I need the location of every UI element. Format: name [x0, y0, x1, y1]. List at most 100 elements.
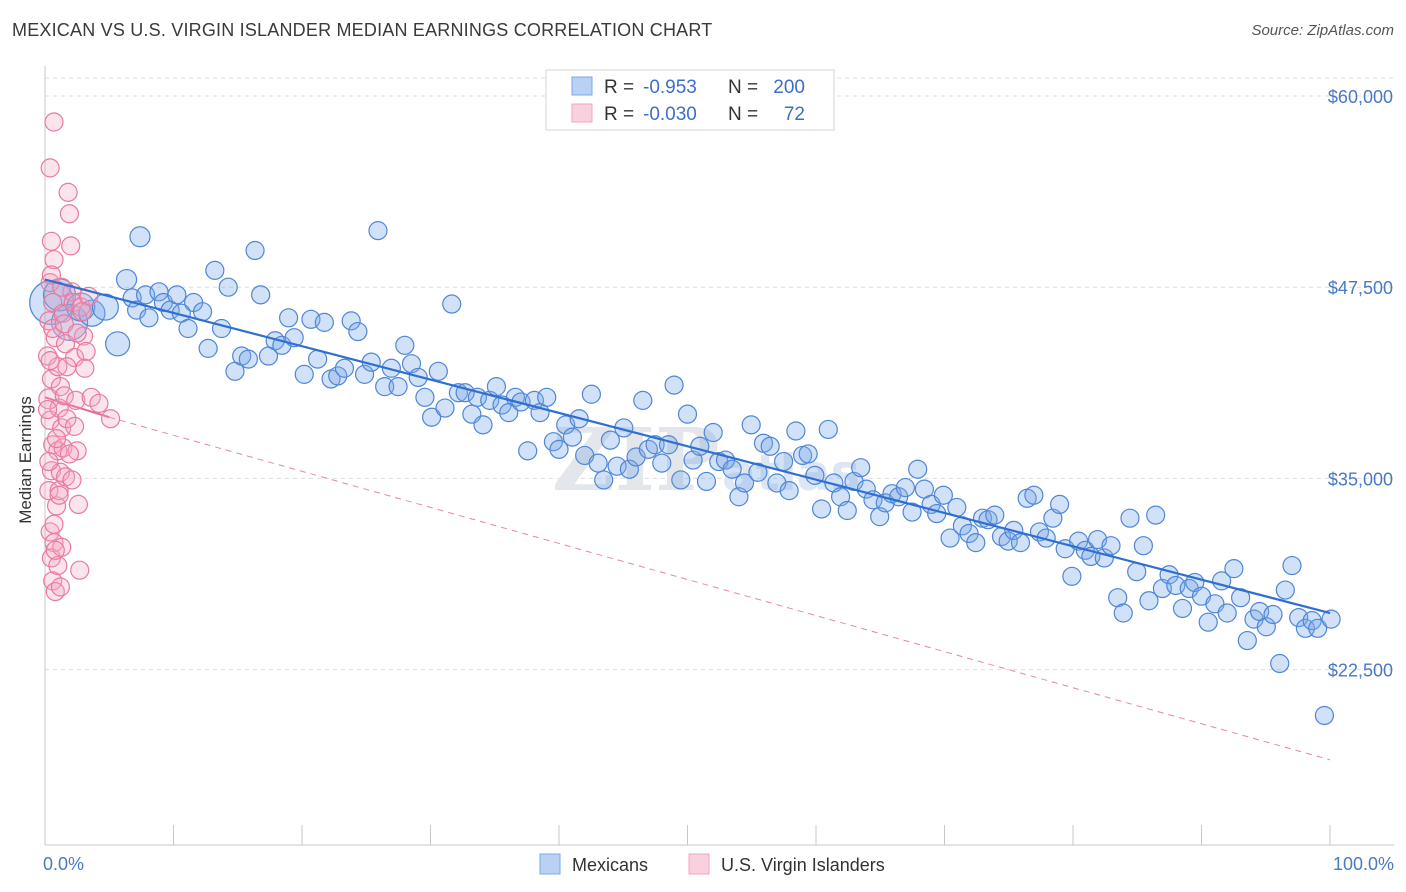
mexicans-point-91 [658, 435, 679, 455]
usvi-point-30 [50, 577, 71, 597]
usvi-point-45 [68, 494, 89, 515]
legend-swatch-usvi [571, 103, 593, 123]
x-tick-right: 100.0% [1333, 854, 1394, 874]
mexicans-point-115 [811, 499, 832, 519]
mexicans-point-184 [1256, 617, 1276, 637]
mexicans-point-79 [581, 384, 602, 404]
bottom-legend-swatch-mexicans [539, 853, 561, 875]
mexicans-point-194 [1321, 609, 1341, 629]
usvi-point-7 [39, 481, 59, 501]
mexicans-point-154 [1062, 566, 1082, 586]
mexicans-point-139 [966, 533, 986, 553]
mexicans-point-57 [442, 294, 462, 314]
mexicans-point-109 [773, 451, 794, 472]
mexicans-point-142 [985, 505, 1005, 525]
usvi-point-20 [44, 112, 64, 132]
mexicans-point-81 [594, 470, 614, 490]
mexicans-point-89 [645, 435, 665, 455]
mexicans-point-119 [837, 500, 857, 521]
mexicans-point-94 [677, 404, 698, 424]
usvi-point-65 [62, 470, 82, 490]
mexicans-point-6 [105, 331, 131, 357]
legend: R = -0.953 N = 200 R = -0.030 N = 72 [545, 69, 835, 131]
mexicans-point-175 [1198, 612, 1218, 632]
mexicans-point-172 [1179, 578, 1199, 599]
usvi-point-59 [46, 429, 67, 449]
chart-title: MEXICAN VS U.S. VIRGIN ISLANDER MEDIAN E… [12, 20, 713, 40]
usvi-trend [44, 396, 1331, 761]
usvi-point-66 [64, 416, 85, 436]
usvi-point-39 [61, 236, 81, 256]
mexicans-point-46 [368, 221, 388, 241]
mexicans-point-105 [748, 462, 768, 482]
usvi-point-19 [40, 158, 60, 178]
y-tick-label-1: $35,000 [1328, 469, 1393, 489]
mexicans-trend-line [44, 278, 1331, 615]
watermark-zip: ZIP [552, 410, 720, 511]
usvi-trend-extended [109, 416, 1331, 761]
legend-n-value-2: 72 [784, 104, 805, 125]
mexicans-point-48 [381, 358, 401, 378]
mexicans-point-56 [435, 398, 455, 418]
mexicans-point-16 [167, 285, 187, 305]
mexicans-point-134 [933, 485, 953, 505]
usvi-point-53 [39, 451, 59, 472]
mexicans-point-50 [395, 335, 415, 355]
usvi-point-63 [57, 357, 77, 377]
usvi-point-55 [43, 318, 63, 339]
mexicans-point-98 [703, 422, 723, 443]
mexicans-point-80 [588, 453, 608, 473]
legend-r-value-2: -0.030 [643, 104, 697, 125]
mexicans-point-10 [129, 226, 151, 248]
usvi-points [37, 112, 121, 602]
usvi-point-57 [44, 514, 64, 534]
usvi-point-29 [48, 555, 68, 576]
source-label: Source: ZipAtlas.com [1251, 22, 1394, 39]
mexicans-point-21 [198, 338, 218, 358]
mexicans-point-97 [696, 471, 717, 492]
mexicans-point-152 [1049, 494, 1070, 515]
mexicans-point-55 [428, 361, 448, 381]
mexicans-point-33 [278, 308, 299, 328]
mexicans-point-121 [851, 458, 871, 478]
mexicans-point-165 [1133, 536, 1153, 556]
mexicans-point-12 [139, 308, 159, 328]
usvi-point-70 [89, 393, 109, 414]
mexicans-point-87 [633, 390, 653, 410]
y-tick-labels: $22,500 $35,000 $47,500 $60,000 [1328, 87, 1393, 681]
mexicans-point-29 [251, 285, 271, 305]
mexicans-point-166 [1139, 591, 1159, 611]
mexicans-point-148 [1024, 485, 1044, 505]
mexicans-point-107 [760, 436, 780, 456]
usvi-point-69 [75, 358, 95, 378]
mexicans-point-90 [652, 453, 672, 473]
mexicans-point-40 [328, 366, 348, 386]
mexicans-point-146 [1010, 533, 1031, 553]
mexicans-point-54 [422, 407, 442, 427]
legend-swatch-mexicans [571, 76, 593, 96]
usvi-point-68 [72, 302, 92, 322]
usvi-point-49 [76, 341, 96, 362]
legend-r-label-1: R = [604, 77, 634, 98]
usvi-point-54 [40, 351, 60, 371]
mexicans-point-185 [1263, 604, 1283, 625]
mexicans-point-160 [1101, 536, 1121, 556]
mexicans-point-62 [473, 415, 493, 435]
mexicans-point-43 [348, 321, 368, 342]
mexicans-point-47 [375, 377, 395, 397]
mexicans-point-28 [245, 240, 265, 261]
mexicans-point-42 [341, 311, 361, 331]
usvi-point-58 [45, 540, 65, 560]
mexicans-point-41 [334, 358, 355, 378]
mexicans-point-85 [619, 459, 639, 479]
mexicans-point-104 [741, 415, 761, 435]
mexicans-point-9 [127, 300, 147, 320]
mexicans-point-76 [562, 427, 583, 447]
usvi-point-38 [59, 204, 80, 224]
mexicans-point-163 [1120, 508, 1140, 528]
legend-n-label-2: N = [728, 104, 758, 125]
mexicans-point-113 [798, 444, 818, 464]
mexicans-point-86 [626, 447, 646, 467]
mexicans-point-22 [205, 260, 225, 280]
mexicans-point-35 [294, 364, 314, 384]
